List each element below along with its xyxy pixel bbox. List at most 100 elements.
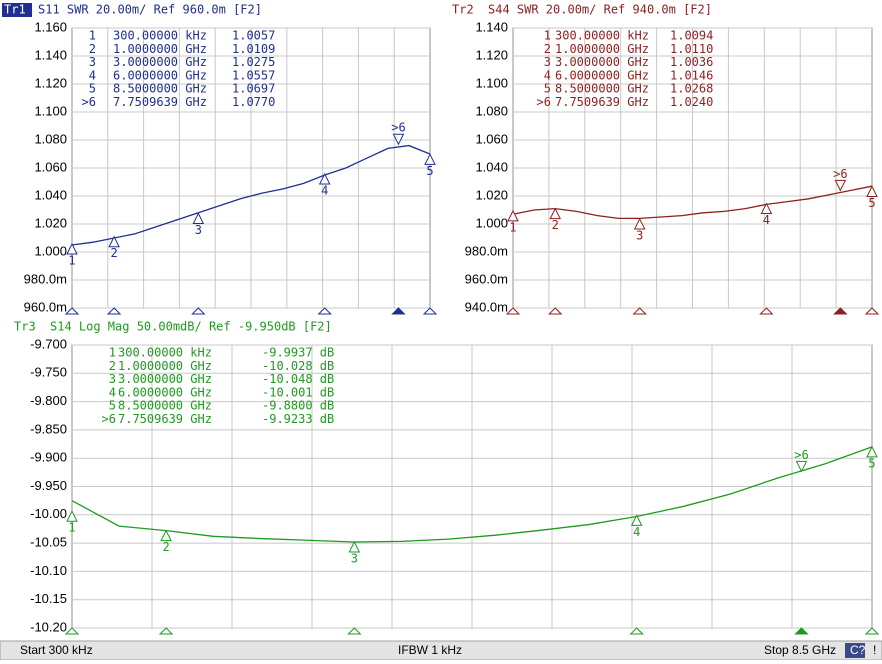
y-tick-label: -10.20: [30, 619, 67, 634]
stop-label: Stop 8.5 GHz: [764, 643, 836, 657]
trace-badge: [2, 3, 32, 17]
marker-name: 3: [89, 55, 96, 69]
marker-value: -9.9233 dB: [262, 412, 334, 426]
marker: [633, 217, 646, 230]
marker-frequency: 6.0000000 GHz: [113, 68, 207, 82]
trace-label: Tr2: [452, 3, 474, 17]
y-tick-label: -9.900: [30, 450, 67, 465]
marker-label: 3: [195, 223, 202, 237]
stimulus-marker: [629, 627, 644, 635]
y-tick-label: 1.060: [34, 159, 67, 174]
marker: [392, 133, 405, 146]
marker-value: -9.8800 dB: [262, 399, 334, 413]
marker-name: 2: [109, 359, 116, 373]
marker-value: 1.0036: [670, 55, 713, 69]
trace-title: S11 SWR 20.00m/ Ref 960.0m [F2]: [38, 3, 262, 17]
y-tick-label: 1.000: [475, 215, 508, 230]
marker-value: 1.0275: [232, 55, 275, 69]
marker-value: 1.0557: [232, 68, 275, 82]
marker: [424, 153, 436, 165]
marker-name: >6: [102, 412, 116, 426]
marker: [66, 242, 78, 255]
marker-label: 2: [552, 218, 559, 232]
marker-frequency: 1.0000000 GHz: [113, 42, 207, 56]
marker-name: 5: [89, 82, 96, 96]
marker-name: 1: [544, 29, 551, 43]
marker-label: 4: [633, 525, 640, 539]
y-tick-label: 940.0m: [465, 299, 508, 314]
trace-label: Tr3: [14, 320, 36, 334]
y-tick-label: 1.140: [34, 47, 67, 62]
marker-frequency: 8.5000000 GHz: [555, 82, 649, 96]
marker-name: 5: [544, 82, 551, 96]
marker-value: 1.0109: [232, 42, 275, 56]
marker-label: 2: [110, 246, 117, 260]
marker-label: 1: [509, 220, 516, 234]
y-tick-label: -9.850: [30, 421, 67, 436]
marker: [192, 212, 205, 224]
marker-frequency: 3.0000000 GHz: [555, 55, 649, 69]
marker-frequency: 3.0000000 GHz: [118, 372, 212, 386]
marker: [160, 529, 172, 542]
y-tick-label: 1.100: [475, 75, 508, 90]
marker-name: 4: [544, 68, 551, 82]
marker-name: 3: [109, 372, 116, 386]
stimulus-marker: [759, 307, 774, 315]
marker: [549, 207, 562, 220]
stimulus-marker: [106, 307, 122, 315]
y-tick-label: 1.080: [475, 103, 508, 118]
marker-value: 1.0268: [670, 82, 713, 96]
trace-title: S14 Log Mag 50.00mdB/ Ref -9.950dB [F2]: [50, 320, 332, 334]
y-tick-label: 1.000: [34, 243, 67, 258]
y-tick-label: -9.950: [30, 478, 67, 493]
y-tick-label: 980.0m: [24, 271, 67, 286]
stimulus-marker: [391, 307, 406, 315]
marker-frequency: 6.0000000 GHz: [118, 385, 212, 399]
marker: [834, 179, 847, 192]
stimulus-marker: [632, 307, 647, 315]
cal-label[interactable]: C?: [850, 643, 866, 657]
y-tick-label: 1.020: [34, 215, 67, 230]
stimulus-marker: [864, 307, 880, 315]
marker-value: -10.048 dB: [262, 372, 334, 386]
marker: [866, 445, 878, 458]
y-tick-label: 960.0m: [465, 271, 508, 286]
y-tick-label: -9.800: [30, 393, 67, 408]
stimulus-marker: [64, 307, 80, 315]
trace-label: Tr1: [4, 3, 26, 17]
marker-value: -10.028 dB: [262, 359, 334, 373]
marker-frequency: 8.5000000 GHz: [113, 82, 207, 96]
cal-box[interactable]: [845, 643, 865, 658]
start-label: Start 300 kHz: [20, 643, 93, 657]
trace-line: [512, 185, 873, 220]
marker-value: 1.0110: [670, 42, 713, 56]
marker-value: 1.0094: [670, 29, 713, 43]
y-tick-label: 1.060: [475, 131, 508, 146]
y-tick-label: 1.040: [475, 159, 508, 174]
marker-frequency: 6.0000000 GHz: [555, 68, 649, 82]
marker-label: 5: [426, 164, 433, 178]
stimulus-marker: [864, 627, 880, 635]
marker-name: 2: [89, 42, 96, 56]
marker-name: 1: [89, 29, 96, 43]
stimulus-marker: [347, 627, 362, 635]
stimulus-marker: [422, 307, 438, 315]
stimulus-marker: [794, 627, 809, 635]
trace-title: S44 SWR 20.00m/ Ref 940.0m [F2]: [488, 3, 712, 17]
marker-label: 3: [636, 228, 643, 242]
warn-label[interactable]: !: [873, 643, 876, 657]
y-tick-label: -10.15: [30, 591, 67, 606]
y-tick-label: -10.00: [30, 506, 67, 521]
marker-frequency: 1.0000000 GHz: [118, 359, 212, 373]
y-tick-label: -9.700: [30, 336, 67, 351]
stimulus-marker: [158, 627, 174, 635]
stimulus-marker: [548, 307, 563, 315]
marker-frequency: 3.0000000 GHz: [113, 55, 207, 69]
marker-name: 1: [109, 346, 116, 360]
marker: [348, 540, 361, 553]
marker-name: 4: [109, 385, 116, 399]
marker: [795, 460, 808, 473]
y-tick-label: 1.120: [34, 75, 67, 90]
